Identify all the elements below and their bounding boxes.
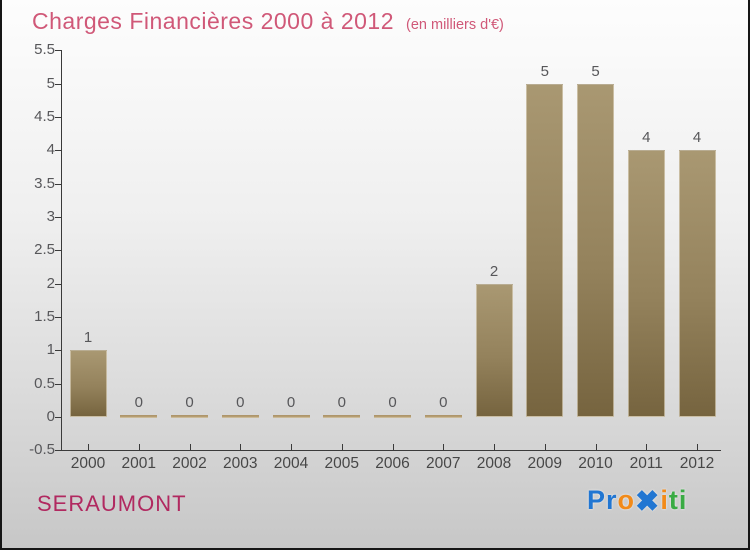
chart-title: Charges Financières 2000 à 2012	[32, 8, 395, 34]
bar-value-label: 4	[692, 129, 702, 147]
zero-bar	[221, 415, 259, 418]
x-axis-tick	[291, 444, 292, 452]
x-axis-label: 2006	[375, 455, 410, 473]
x-axis-tick	[494, 444, 495, 452]
x-axis-tick	[646, 444, 648, 452]
y-axis-tick	[55, 417, 62, 418]
x-axis-tick	[189, 444, 191, 452]
y-axis-tick	[55, 116, 62, 118]
y-axis-label: 3	[46, 207, 55, 225]
y-axis-label: 1.5	[34, 307, 55, 325]
y-axis-label: -0.5	[29, 441, 55, 459]
bar-value-label: 0	[388, 394, 397, 411]
y-axis-tick	[55, 316, 62, 318]
bar-value-label: 2	[489, 262, 499, 280]
zero-bar	[272, 415, 310, 418]
bar-value-label: 0	[439, 394, 448, 411]
location-label: SERAUMONT	[37, 491, 187, 516]
x-axis-tick	[88, 444, 89, 452]
y-axis-tick	[55, 83, 62, 85]
y-axis-label: 4	[46, 141, 55, 159]
bar-value-label: 5	[540, 62, 549, 80]
chart-header: Charges Financières 2000 à 2012 (en mill…	[32, 8, 504, 35]
zero-bar	[374, 415, 411, 418]
y-axis-label: 4.5	[34, 107, 55, 125]
logo-letter: r	[606, 485, 618, 515]
y-axis-tick	[55, 50, 62, 52]
x-axis-label: 2001	[121, 455, 156, 473]
logo-letter: i	[678, 485, 688, 515]
bar-value-label: 0	[337, 394, 346, 411]
x-axis-tick	[595, 444, 597, 452]
y-axis-label: 0	[46, 408, 55, 425]
zero-bar	[120, 415, 158, 418]
x-axis-label: 2011	[629, 455, 663, 473]
logo-letter: P	[587, 485, 607, 515]
y-axis-label: 2.5	[34, 241, 55, 259]
x-axis-label: 2008	[476, 455, 512, 473]
x-axis-tick	[392, 444, 394, 452]
proxiti-logo[interactable]: Pro✖iti	[587, 484, 687, 519]
y-axis-tick	[55, 183, 62, 185]
x-axis-label: 2000	[70, 455, 106, 473]
bar	[69, 350, 107, 417]
logo-letter: t	[668, 485, 679, 515]
bar-value-label: 4	[642, 129, 651, 147]
bar-value-label: 0	[134, 394, 143, 411]
x-axis-tick	[341, 444, 343, 452]
x-axis-label: 2002	[172, 455, 207, 473]
x-axis-label: 2003	[223, 455, 258, 473]
bar	[627, 150, 665, 417]
zero-bar	[424, 415, 462, 418]
bar-value-label: 1	[83, 329, 93, 347]
zero-bar	[171, 415, 208, 418]
bar-value-label: 0	[185, 394, 194, 411]
y-axis-label: 3.5	[34, 174, 55, 192]
bar-value-label: 5	[591, 62, 600, 80]
y-axis-tick	[55, 450, 62, 452]
bar	[678, 150, 716, 417]
zero-bar	[323, 415, 361, 418]
x-axis-line	[61, 450, 721, 452]
bar	[475, 283, 513, 417]
y-axis-tick	[55, 350, 62, 352]
y-axis-label: 2	[46, 274, 55, 292]
x-axis-label: 2007	[426, 455, 461, 473]
x-axis-label: 2005	[324, 455, 359, 473]
x-axis-tick	[240, 444, 242, 452]
x-axis-label: 2010	[578, 455, 613, 473]
y-axis-tick	[55, 150, 62, 152]
y-axis-label: 1	[46, 341, 55, 359]
y-axis-tick	[55, 283, 62, 285]
y-axis-label: 5.5	[34, 41, 55, 59]
x-axis-tick	[544, 444, 546, 452]
x-axis-tick	[443, 444, 445, 452]
bar	[577, 83, 614, 417]
x-axis-label: 2004	[273, 455, 309, 473]
y-axis-tick	[55, 216, 62, 218]
y-axis-label: 5	[46, 74, 55, 92]
x-axis-tick	[697, 444, 698, 452]
y-axis-tick	[55, 383, 62, 385]
bar-value-label: 0	[286, 394, 296, 411]
x-axis-label: 2009	[527, 455, 562, 473]
chart-subtitle: (en milliers d'€)	[406, 17, 504, 33]
logo-letter: o	[617, 485, 636, 515]
y-axis-label: 0.5	[34, 374, 55, 392]
logo-letter: i	[660, 485, 669, 515]
logo-letter: ✖	[635, 486, 661, 518]
y-axis-tick	[55, 250, 62, 252]
bar-value-label: 0	[236, 394, 245, 411]
x-axis-label: 2012	[679, 455, 715, 473]
bar	[526, 83, 564, 417]
x-axis-tick	[138, 444, 140, 452]
